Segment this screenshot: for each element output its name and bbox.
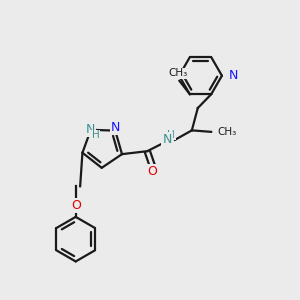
Text: O: O [148,166,158,178]
Text: CH₃: CH₃ [168,68,188,78]
Text: O: O [71,199,81,212]
Text: N: N [229,69,238,82]
Text: H: H [92,130,100,140]
Text: N: N [111,121,120,134]
Text: CH₃: CH₃ [217,127,236,137]
Text: N: N [86,123,95,136]
Text: H: H [167,130,175,140]
Text: N: N [163,134,172,146]
